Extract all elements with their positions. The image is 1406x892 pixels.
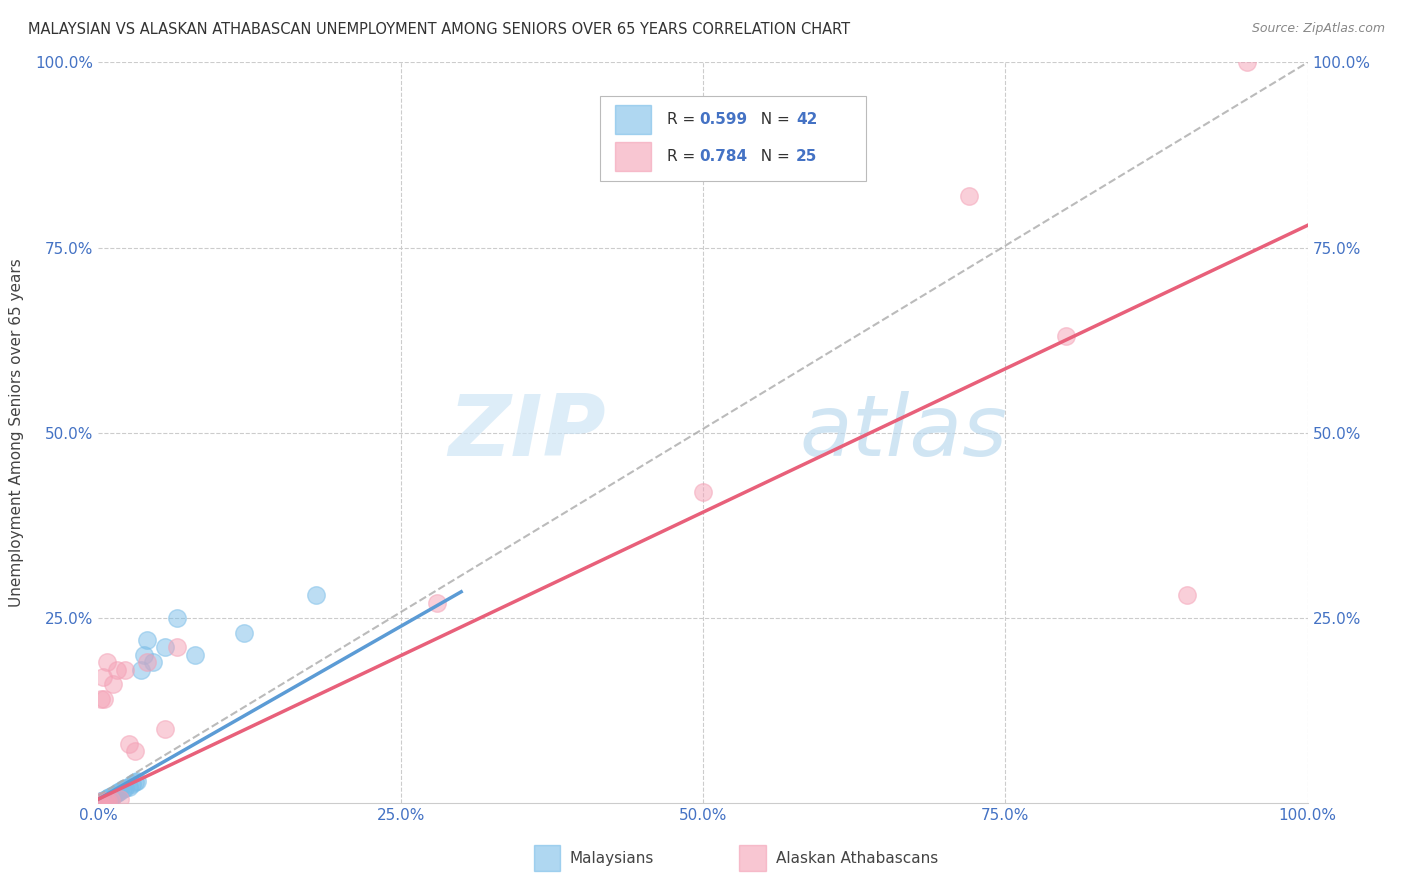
- Point: [91, 794, 114, 808]
- Point: [100, 793, 122, 807]
- Text: atlas: atlas: [800, 391, 1008, 475]
- Text: 42: 42: [796, 112, 817, 127]
- Point: [94, 792, 117, 806]
- Point: [103, 788, 125, 802]
- Point: [97, 790, 120, 805]
- Point: [90, 794, 112, 808]
- Point: [108, 792, 131, 806]
- Point: [94, 793, 117, 807]
- Point: [100, 789, 122, 804]
- Point: [101, 789, 124, 803]
- Point: [108, 784, 131, 798]
- Point: [96, 792, 118, 806]
- Point: [93, 692, 115, 706]
- Point: [91, 794, 114, 808]
- Point: [124, 744, 146, 758]
- Text: N =: N =: [751, 112, 794, 127]
- Text: 0.784: 0.784: [699, 149, 748, 164]
- Point: [1236, 55, 1258, 70]
- Point: [105, 663, 128, 677]
- Bar: [614, 105, 651, 134]
- Point: [97, 791, 120, 805]
- Point: [135, 632, 157, 647]
- Text: 0.599: 0.599: [699, 112, 748, 127]
- Point: [97, 794, 120, 808]
- Point: [184, 648, 207, 662]
- Point: [105, 786, 128, 800]
- Point: [100, 789, 122, 804]
- Point: [305, 589, 328, 603]
- Point: [142, 655, 165, 669]
- Point: [1175, 589, 1198, 603]
- Text: Source: ZipAtlas.com: Source: ZipAtlas.com: [1251, 22, 1385, 36]
- Point: [107, 785, 129, 799]
- Point: [127, 773, 149, 788]
- Point: [101, 677, 124, 691]
- Point: [96, 655, 118, 669]
- Point: [94, 794, 117, 808]
- Point: [91, 670, 114, 684]
- Text: 25: 25: [796, 149, 817, 164]
- Point: [114, 663, 136, 677]
- Point: [1054, 329, 1077, 343]
- Point: [134, 648, 156, 662]
- Text: Alaskan Athabascans: Alaskan Athabascans: [776, 851, 938, 866]
- Point: [100, 790, 122, 805]
- Y-axis label: Unemployment Among Seniors over 65 years: Unemployment Among Seniors over 65 years: [10, 259, 24, 607]
- Point: [98, 789, 121, 804]
- Point: [91, 794, 114, 808]
- Text: Malaysians: Malaysians: [569, 851, 654, 866]
- Bar: [614, 143, 651, 170]
- Text: ZIP: ZIP: [449, 391, 606, 475]
- Point: [91, 794, 114, 808]
- Point: [153, 640, 176, 655]
- Point: [124, 775, 146, 789]
- Point: [90, 692, 112, 706]
- Point: [91, 794, 114, 808]
- Point: [426, 596, 449, 610]
- Point: [87, 795, 110, 809]
- Point: [153, 722, 176, 736]
- Point: [121, 777, 143, 791]
- Point: [166, 610, 188, 624]
- Point: [232, 625, 254, 640]
- Point: [135, 655, 157, 669]
- Point: [89, 795, 111, 809]
- Text: R =: R =: [666, 112, 700, 127]
- FancyBboxPatch shape: [600, 95, 866, 181]
- Point: [957, 188, 980, 202]
- Point: [91, 795, 114, 809]
- Point: [93, 793, 115, 807]
- Text: R =: R =: [666, 149, 700, 164]
- Point: [114, 780, 136, 795]
- Point: [692, 484, 714, 499]
- Point: [87, 796, 110, 810]
- Text: MALAYSIAN VS ALASKAN ATHABASCAN UNEMPLOYMENT AMONG SENIORS OVER 65 YEARS CORRELA: MALAYSIAN VS ALASKAN ATHABASCAN UNEMPLOY…: [28, 22, 851, 37]
- Text: N =: N =: [751, 149, 794, 164]
- Point: [93, 794, 115, 808]
- Point: [89, 795, 111, 809]
- Bar: [534, 846, 561, 871]
- Point: [129, 663, 152, 677]
- Point: [118, 780, 141, 794]
- Bar: [740, 846, 766, 871]
- Point: [89, 796, 111, 810]
- Point: [87, 796, 110, 810]
- Point: [118, 737, 141, 751]
- Point: [111, 782, 134, 797]
- Point: [90, 795, 112, 809]
- Point: [166, 640, 188, 655]
